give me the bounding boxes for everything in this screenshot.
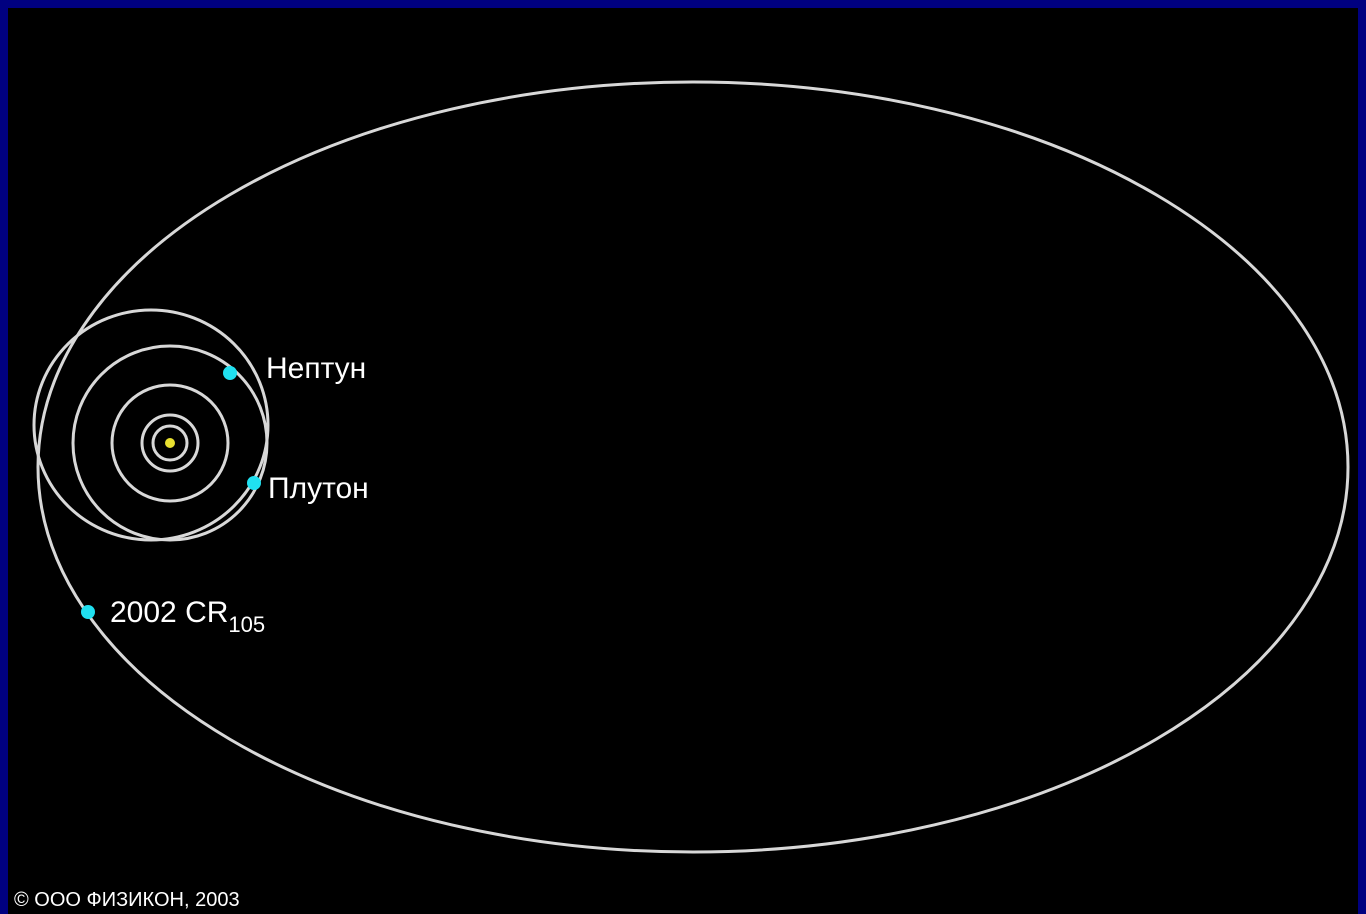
pluto-label: Плутон — [268, 472, 369, 505]
neptune-dot — [223, 366, 237, 380]
copyright: © ООО ФИЗИКОН, 2003 — [14, 889, 240, 911]
pluto-dot — [247, 476, 261, 490]
background — [8, 8, 1358, 914]
cr105-name: 2002 CR — [110, 596, 228, 629]
neptune-label: Нептун — [266, 352, 366, 385]
cr105-subscript: 105 — [228, 612, 265, 637]
page: Нептун Плутон 2002 CR105 © ООО ФИЗИКОН, … — [0, 0, 1366, 914]
cr105-dot — [81, 605, 95, 619]
diagram: Нептун Плутон 2002 CR105 © ООО ФИЗИКОН, … — [0, 0, 1366, 914]
sun — [165, 438, 175, 448]
